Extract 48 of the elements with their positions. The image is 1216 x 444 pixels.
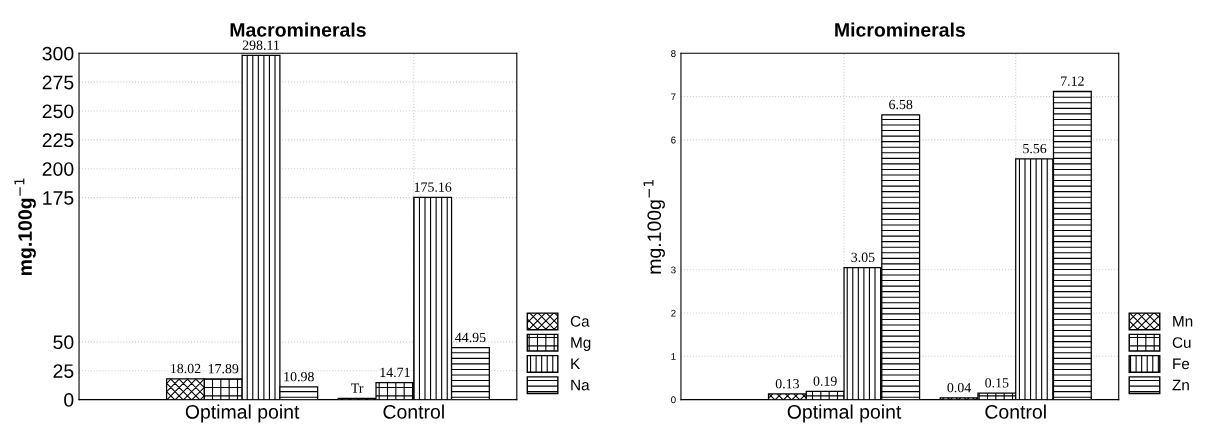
data-label: 14.71	[380, 367, 410, 378]
x-tick-label: Control	[985, 404, 1046, 419]
y-tick-label: 0	[671, 396, 676, 404]
legend-label: Zn	[1172, 379, 1189, 391]
legend-label: Cu	[1172, 337, 1191, 348]
legend-label: Na	[571, 379, 590, 391]
data-label: 0.19	[813, 376, 837, 386]
data-label: 10.98	[284, 371, 314, 382]
chart-title: Microminerals	[835, 22, 965, 37]
y-axis-title: mg.100g$^{−1}$	[643, 180, 665, 274]
legend-label: Fe	[1173, 358, 1190, 370]
legend-label: K	[571, 358, 581, 370]
data-label: 298.11	[242, 40, 280, 50]
y-tick-label: 8	[671, 50, 676, 57]
data-label: Tr	[351, 383, 364, 393]
y-tick-label: 175	[43, 191, 74, 205]
y-tick-label: 0	[64, 393, 74, 407]
data-label: 7.12	[1061, 76, 1084, 86]
data-label: 0.04	[947, 382, 971, 393]
legend-label: Mn	[1173, 316, 1193, 327]
data-label: 0.13	[775, 379, 800, 389]
chart-title: Macrominerals	[230, 22, 366, 37]
data-label: 5.56	[1023, 143, 1047, 154]
y-tick-label: 2	[671, 309, 676, 317]
y-tick-label: 200	[42, 162, 74, 176]
y-tick-label: 300	[42, 46, 74, 61]
data-label: 17.89	[208, 363, 239, 374]
data-label: 44.95	[455, 332, 486, 343]
legend-label: Mg	[571, 337, 591, 351]
y-axis-title: mg.100g$^{−1}$	[14, 178, 36, 276]
y-tick-label: 7	[671, 93, 676, 101]
x-tick-label: Optimal point	[787, 404, 902, 423]
y-tick-label: 50	[53, 335, 74, 350]
y-tick-label: 6	[671, 136, 676, 144]
data-label: 3.05	[851, 252, 875, 263]
y-tick-label: 275	[42, 75, 74, 90]
x-tick-label: Control	[383, 404, 444, 419]
data-label: 6.58	[889, 99, 913, 110]
legend-label: Ca	[570, 315, 590, 327]
y-tick-label: 1	[671, 353, 676, 360]
y-tick-label: 250	[42, 104, 74, 119]
data-label: 0.15	[985, 378, 1009, 388]
y-tick-label: 225	[42, 133, 74, 148]
data-label: 175.16	[414, 182, 452, 192]
data-label: 18.02	[171, 363, 201, 374]
x-tick-label: Optimal point	[185, 404, 300, 423]
y-tick-label: 3	[671, 266, 676, 274]
y-tick-label: 25	[53, 364, 74, 378]
